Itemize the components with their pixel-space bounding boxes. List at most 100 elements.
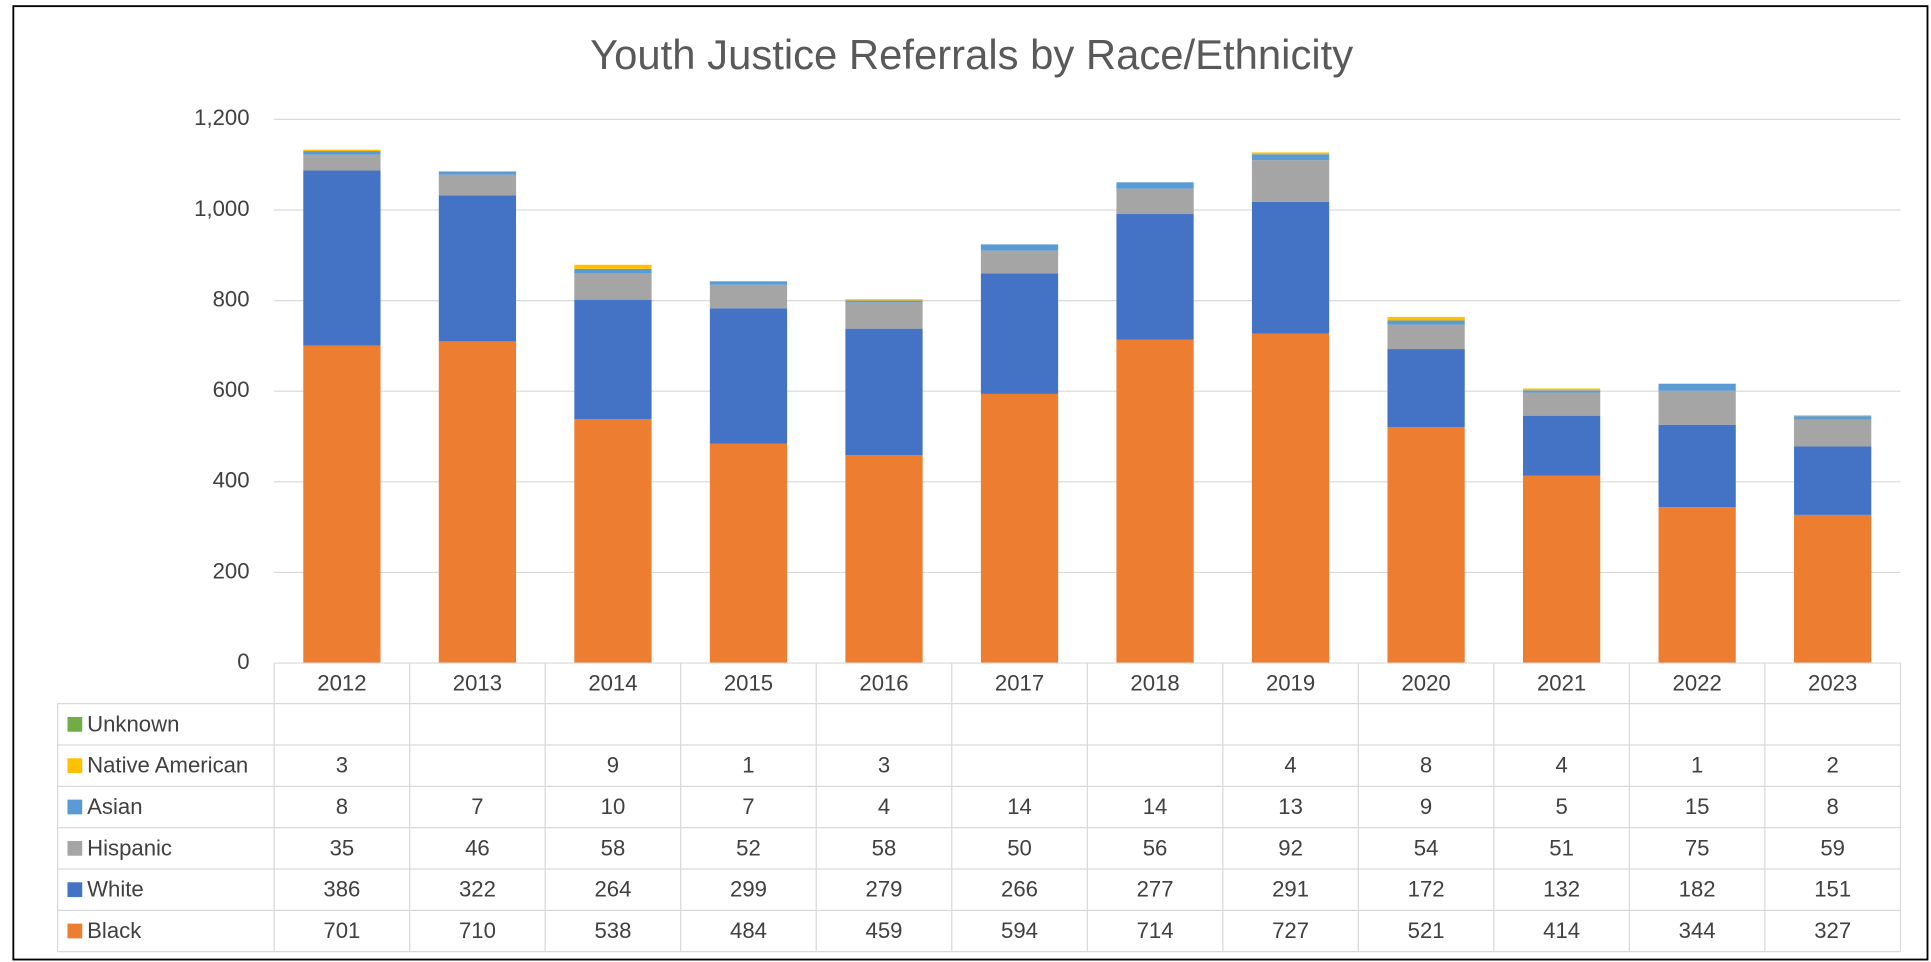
bar-segment <box>303 154 381 171</box>
table-value: 459 <box>866 918 903 943</box>
bar-segment <box>1387 316 1465 321</box>
table-value: 4 <box>878 794 890 819</box>
bar-segment <box>845 300 923 303</box>
table-value: 8 <box>1827 794 1839 819</box>
bar-segment <box>1387 349 1465 427</box>
x-tick-label: 2013 <box>453 670 502 695</box>
table-value: 132 <box>1543 877 1580 902</box>
table-value: 92 <box>1278 835 1303 860</box>
bar-segment <box>1116 339 1194 664</box>
legend-key <box>67 923 83 939</box>
bar-segment <box>709 284 788 309</box>
bar-segment <box>1794 415 1872 417</box>
x-tick-label: 2014 <box>588 670 637 695</box>
bar-segment <box>1387 324 1465 350</box>
legend-label: Black <box>87 918 142 943</box>
table-value: 15 <box>1685 794 1710 819</box>
x-tick-label: 2022 <box>1673 670 1722 695</box>
table-value: 14 <box>1007 794 1032 819</box>
bar-segment <box>980 273 1059 394</box>
chart-border <box>12 5 1929 961</box>
table-value: 264 <box>594 877 631 902</box>
legend-key <box>67 758 83 774</box>
x-tick-label: 2021 <box>1537 670 1586 695</box>
x-tick-label: 2018 <box>1130 670 1179 695</box>
table-value: 75 <box>1685 835 1710 860</box>
legend-label: White <box>87 877 144 902</box>
bar-segment <box>980 393 1059 664</box>
bar-segment <box>1387 320 1465 325</box>
legend-label: Unknown <box>87 711 179 736</box>
y-tick-label: 0 <box>237 649 249 674</box>
y-tick-label: 200 <box>213 558 250 583</box>
table-value: 13 <box>1278 794 1303 819</box>
bar-segment <box>845 299 923 301</box>
table-value: 54 <box>1414 835 1439 860</box>
bar-segment <box>709 443 788 664</box>
table-value: 701 <box>323 918 360 943</box>
bar-segment <box>709 281 788 285</box>
bar-segment <box>1251 160 1330 202</box>
table-value: 5 <box>1555 794 1567 819</box>
bar-segment <box>1522 475 1601 664</box>
table-value: 279 <box>866 877 903 902</box>
x-tick-label: 2015 <box>724 670 773 695</box>
bar-segment <box>438 341 517 664</box>
x-tick-label: 2017 <box>995 670 1044 695</box>
bar-segment <box>1522 390 1601 393</box>
table-value: 299 <box>730 877 767 902</box>
table-value: 484 <box>730 918 767 943</box>
bar-segment <box>303 151 381 155</box>
table-value: 521 <box>1408 918 1445 943</box>
bar-segment <box>303 170 381 346</box>
table-value: 7 <box>471 794 483 819</box>
table-value: 277 <box>1137 877 1174 902</box>
table-value: 594 <box>1001 918 1038 943</box>
bar-segment <box>1794 416 1872 420</box>
table-value: 59 <box>1820 835 1845 860</box>
table-value: 58 <box>872 835 897 860</box>
table-value: 9 <box>607 753 619 778</box>
table-value: 1 <box>742 753 754 778</box>
x-tick-label: 2019 <box>1266 670 1315 695</box>
x-tick-label: 2023 <box>1808 670 1857 695</box>
bar-segment <box>1251 333 1330 664</box>
bar-segment <box>1116 182 1194 189</box>
bar-segment <box>574 268 652 274</box>
bar-segment <box>1794 514 1872 664</box>
bar-segment <box>1794 419 1872 447</box>
bar-segment <box>303 345 381 664</box>
legend-key <box>67 716 83 732</box>
table-value: 344 <box>1679 918 1716 943</box>
bar-segment <box>438 195 517 342</box>
bar-segment <box>1522 392 1601 416</box>
table-value: 7 <box>742 794 754 819</box>
bar-segment <box>1251 154 1330 161</box>
table-value: 51 <box>1549 835 1574 860</box>
table-value: 1 <box>1691 753 1703 778</box>
bar-segment <box>845 455 923 664</box>
table-value: 50 <box>1007 835 1032 860</box>
bar-segment <box>1251 152 1330 155</box>
table-value: 727 <box>1272 918 1309 943</box>
table-value: 8 <box>1420 753 1432 778</box>
bar-segment <box>1387 426 1465 664</box>
table-value: 538 <box>594 918 631 943</box>
bar-segment <box>845 302 923 329</box>
y-tick-label: 400 <box>213 468 250 493</box>
bar-segment <box>1794 446 1872 515</box>
legend-key <box>67 799 83 815</box>
bar-segment <box>845 328 923 456</box>
table-value: 414 <box>1543 918 1580 943</box>
bar-segment <box>709 308 788 444</box>
table-value: 714 <box>1137 918 1174 943</box>
table-value: 322 <box>459 877 496 902</box>
bar-segment <box>1658 390 1736 425</box>
table-value: 3 <box>336 753 348 778</box>
bar-segment <box>574 299 652 420</box>
bar-segment <box>1116 214 1194 340</box>
bar-segment <box>1522 415 1601 476</box>
y-tick-label: 600 <box>213 377 250 402</box>
bar-segment <box>303 149 381 152</box>
